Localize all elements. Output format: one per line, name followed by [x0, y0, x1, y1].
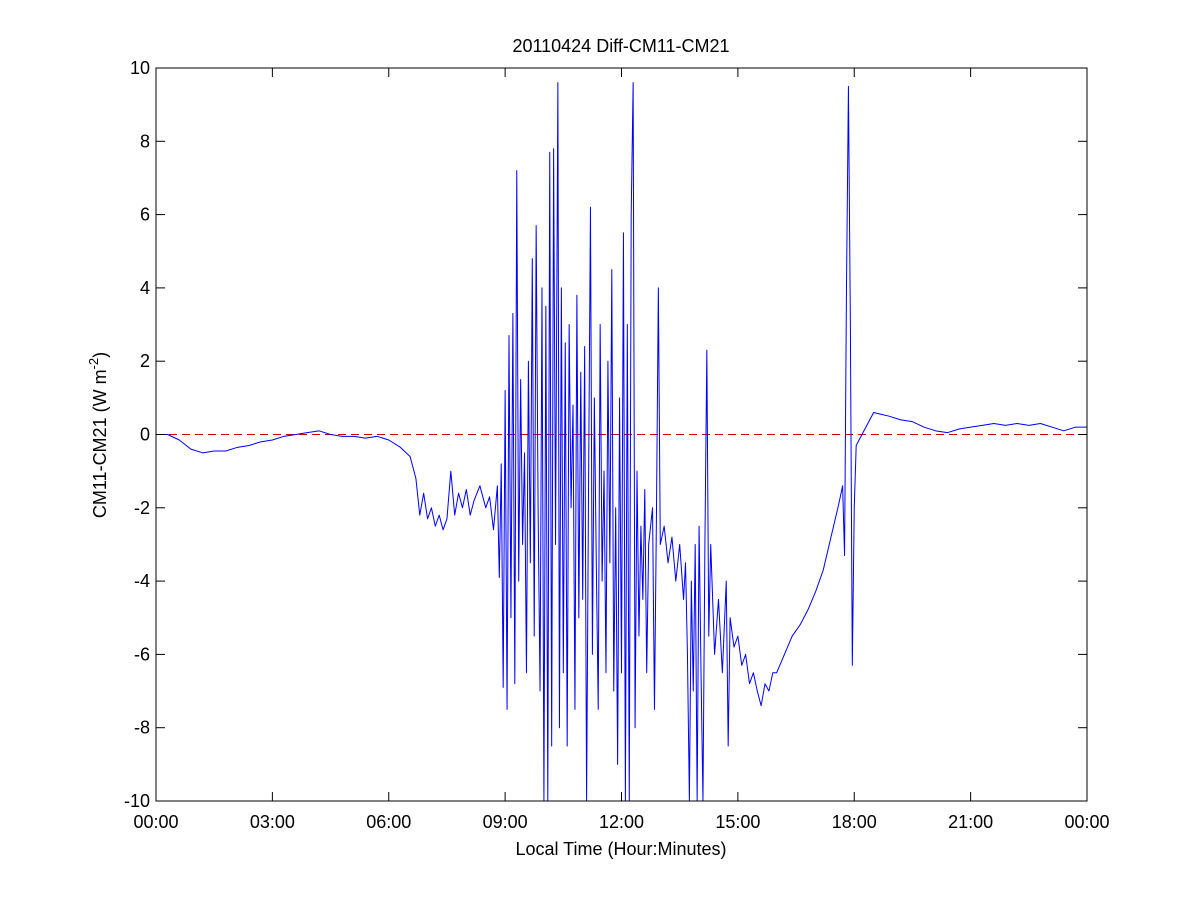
- y-tick-label: 0: [140, 425, 150, 445]
- y-axis-label-exponent: -2: [86, 358, 101, 370]
- y-tick-label: -10: [124, 791, 150, 811]
- y-tick-label: -2: [134, 498, 150, 518]
- x-tick-label: 18:00: [832, 812, 877, 832]
- y-tick-label: 6: [140, 205, 150, 225]
- x-tick-label: 00:00: [133, 812, 178, 832]
- y-tick-label: -6: [134, 644, 150, 664]
- x-axis-label: Local Time (Hour:Minutes): [515, 839, 726, 859]
- plot-area: [156, 68, 1087, 801]
- y-axis-label-main: CM11-CM21 (W m: [90, 369, 110, 518]
- data-line: [156, 82, 1087, 802]
- y-tick-label: 4: [140, 278, 150, 298]
- x-tick-label: 15:00: [715, 812, 760, 832]
- x-tick-label: 00:00: [1064, 812, 1109, 832]
- x-tick-label: 12:00: [599, 812, 644, 832]
- y-tick-label: 10: [130, 58, 150, 78]
- y-tick-label: 8: [140, 131, 150, 151]
- chart-title: 20110424 Diff-CM11-CM21: [512, 36, 729, 56]
- x-tick-label: 06:00: [366, 812, 411, 832]
- x-tick-label: 03:00: [250, 812, 295, 832]
- y-tick-label: -4: [134, 571, 150, 591]
- y-tick-label: -8: [134, 718, 150, 738]
- y-axis-label: CM11-CM21 (W m-2): [86, 352, 110, 518]
- y-axis-label-end: ): [90, 352, 110, 358]
- x-tick-label: 09:00: [483, 812, 528, 832]
- y-tick-label: 2: [140, 351, 150, 371]
- x-tick-label: 21:00: [948, 812, 993, 832]
